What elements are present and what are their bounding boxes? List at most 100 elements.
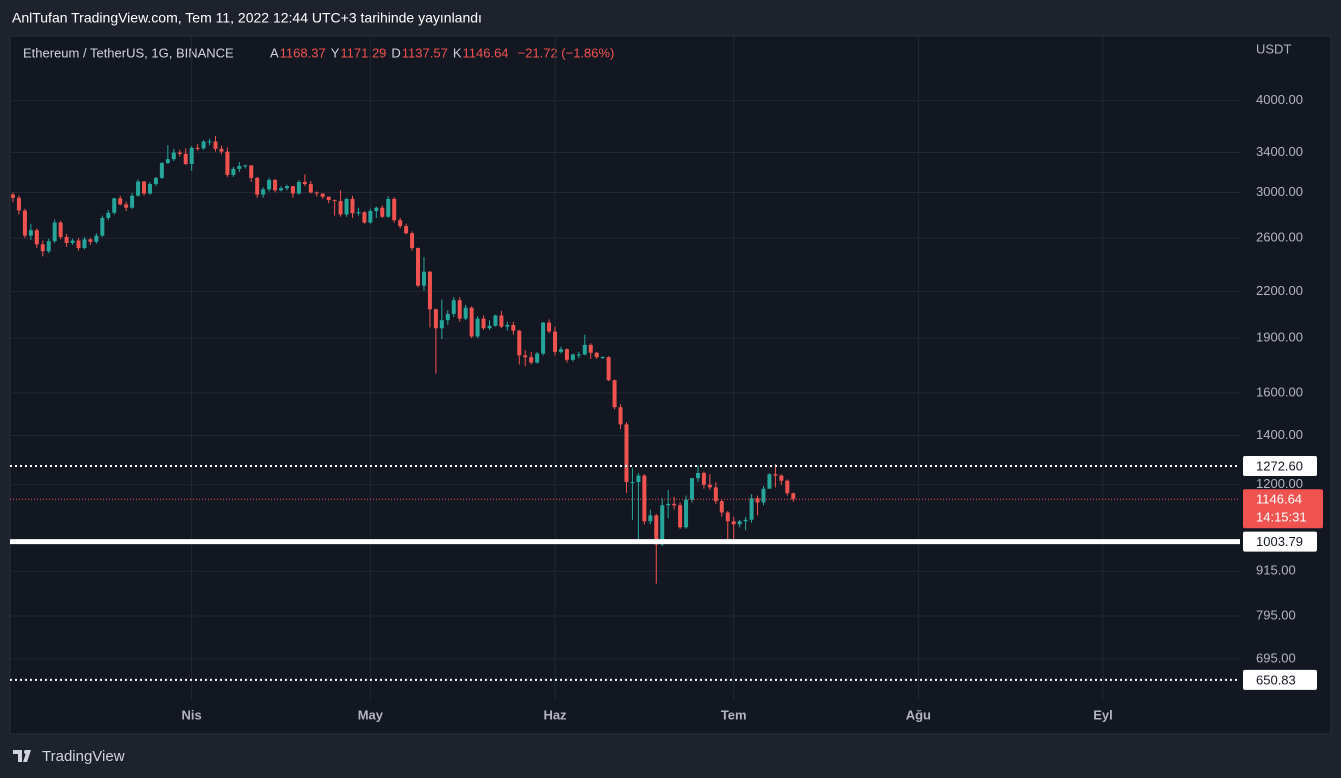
y-tick-label: 1200.00 [1256,476,1303,491]
candle-body [40,244,45,252]
candle-body [445,313,450,321]
candle-body [785,480,790,494]
candle-body [231,168,236,175]
legend-key: D [391,45,400,60]
candle-body [195,147,200,149]
candle-body [284,186,289,189]
level-label-bg [1243,669,1317,690]
candle-body [505,324,510,327]
candle-body [535,353,540,363]
y-tick-label: 695.00 [1256,650,1296,665]
candle-body [690,478,695,500]
candle-body [421,271,426,286]
candle-body [338,201,343,215]
y-tick-label: 795.00 [1256,607,1296,622]
candle-body [731,521,736,525]
candle-body [124,204,129,208]
candle-body [58,222,63,237]
candle-body [511,324,516,331]
candle-body [410,233,415,249]
candle-body [594,352,599,358]
candle-body [76,240,81,249]
axis-unit: USDT [1256,41,1291,56]
candle-body [648,515,653,522]
candle-body [201,141,206,149]
candle-body [707,484,712,488]
last-price-bg [1243,489,1323,529]
candle-body [225,151,230,175]
candle-body [404,226,409,234]
candle-body [576,354,581,356]
candle-body [22,210,27,236]
candle-body [296,182,301,194]
candle-body [773,474,778,476]
level-label: 1003.79 [1256,534,1303,549]
countdown: 14:15:31 [1256,510,1307,525]
candle-body [743,519,748,522]
candle-body [249,165,254,178]
y-tick-label: 4000.00 [1256,92,1303,107]
candle-body [16,197,21,211]
candle-body [308,184,313,193]
x-tick-label: May [358,707,384,722]
y-tick-label: 3400.00 [1256,144,1303,159]
y-tick-label: 1900.00 [1256,330,1303,345]
candle-body [672,503,677,506]
plot: A 1168.37 Y 1171.29 D 1137.57 K 1146.64 −21.72 (… [10,37,1323,722]
candle-body [463,307,468,319]
candle-body [547,322,552,332]
candle-body [255,177,260,195]
candle-body [290,186,295,194]
level-label-bg [1243,531,1317,552]
header-text: AnlTufan TradingView.com, Tem 11, 2022 1… [12,10,482,26]
candle-body [475,318,480,337]
y-tick-label: 1600.00 [1256,384,1303,399]
candle-body [52,222,57,242]
candle-body [302,182,307,185]
candle-body [737,521,742,525]
legend-key: Y [331,45,340,60]
legend-value: 1171.29 [340,45,386,60]
chart-panel [9,35,1332,735]
candle-body [177,152,182,154]
candle-body [541,322,546,354]
candle-body [279,188,284,191]
candle-body [34,230,39,245]
candle-body [70,240,75,244]
candle-body [171,152,176,160]
candle-body [493,315,498,326]
candle-body [219,148,224,152]
candle-body [719,501,724,513]
x-tick-label: Eyl [1093,707,1113,722]
candle-body [558,349,563,352]
candle-body [481,318,486,329]
level-label-bg [1243,455,1317,476]
candle-body [28,230,33,236]
level-label: 650.83 [1256,672,1296,687]
y-tick-label: 3000.00 [1256,184,1303,199]
candle-body [469,307,474,337]
candle-body [356,212,361,214]
candle-body [183,153,188,164]
candle-body [237,165,242,169]
candle-body [564,349,569,360]
legend-key: K [453,45,462,60]
candle-body [118,198,123,205]
y-tick-label: 2600.00 [1256,230,1303,245]
candle-body [457,300,462,319]
candle-body [767,474,772,489]
candle-body [636,475,641,483]
candle-body [88,239,93,242]
candle-body [439,320,444,329]
x-tick-label: Tem [721,707,747,722]
candle-body [267,179,272,190]
candle-body [344,198,349,215]
candle-body [112,198,117,213]
candle-body [273,179,278,191]
candle-body [666,503,671,506]
candle-body [582,344,587,355]
candle-body [136,181,141,196]
candle-body [416,248,421,286]
candle-body [600,357,605,359]
